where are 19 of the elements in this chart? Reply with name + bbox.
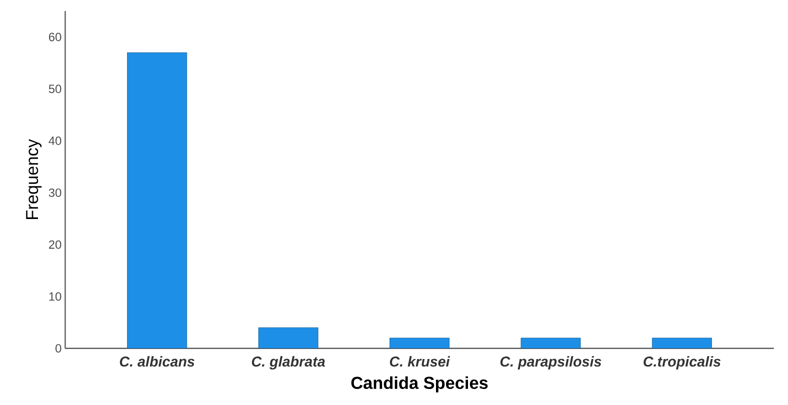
y-tick-label: 0	[56, 344, 62, 353]
x-axis-title: Candida Species	[351, 376, 488, 392]
x-tick-label: C.tropicalis	[644, 356, 721, 370]
x-tick-label: C. glabrata	[252, 356, 325, 370]
y-tick-label: 30	[48, 188, 62, 197]
bar	[258, 327, 318, 348]
bar	[127, 52, 188, 348]
y-tick-label: 60	[48, 32, 62, 42]
x-tick-label: C. krusei	[390, 356, 450, 367]
bar	[390, 338, 450, 348]
bar	[652, 338, 712, 348]
y-tick-label: 20	[48, 240, 62, 249]
y-tick-label: 50	[48, 84, 62, 94]
x-tick-label: C. parapsilosis	[500, 356, 602, 370]
y-tick-label: 40	[48, 136, 62, 145]
x-tick-label: C. albicans	[120, 356, 194, 367]
y-axis-title: Frequency	[26, 139, 42, 219]
bar	[520, 338, 581, 348]
y-tick-label: 10	[49, 292, 62, 301]
